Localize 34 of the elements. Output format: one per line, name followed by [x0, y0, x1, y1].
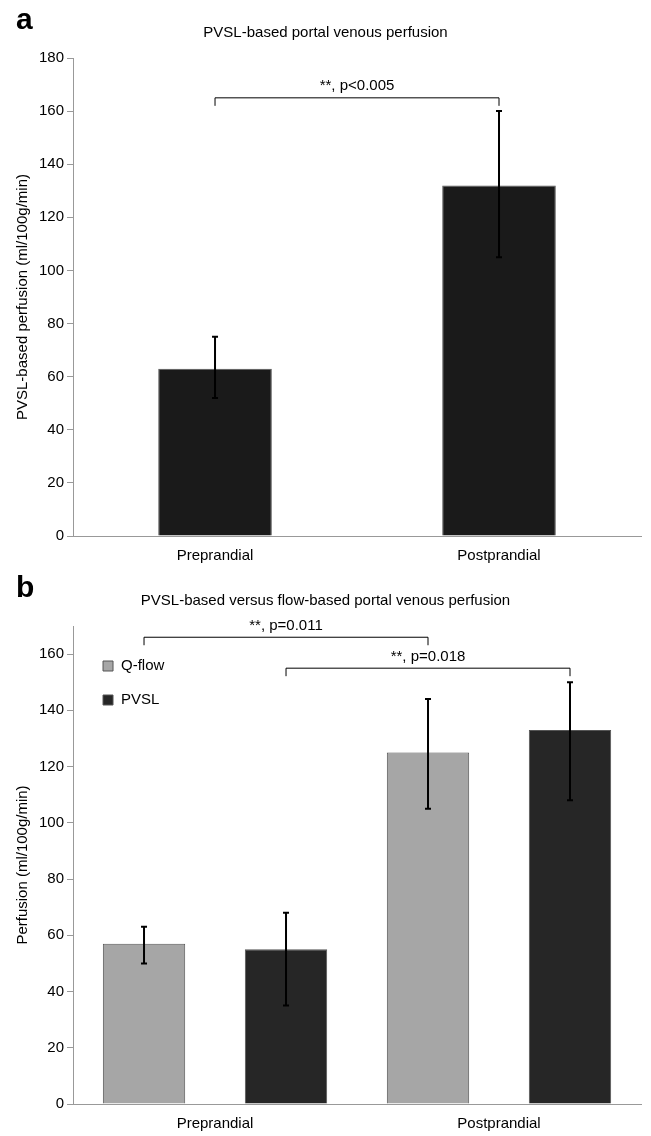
annotation: **, p<0.005	[319, 76, 395, 94]
y-tick-label: 140	[39, 700, 65, 718]
annotation: **, p=0.011	[249, 615, 323, 633]
chart-title: PVSL-based portal venous perfusion	[203, 23, 448, 41]
x-tick-label: Preprandial	[176, 546, 254, 564]
x-tick-label: Preprandial	[176, 1114, 254, 1132]
y-axis-title: PVSL-based perfusion (ml/100g/min)	[13, 174, 31, 420]
annotation: **, p=0.018	[390, 646, 466, 664]
y-tick-label: 20	[47, 1037, 65, 1055]
y-tick-label: 80	[47, 869, 65, 887]
text: a	[16, 2, 33, 36]
y-tick-label: 60	[47, 366, 65, 384]
y-tick-label: 0	[55, 526, 65, 544]
legend-label: Q-flow	[121, 656, 165, 674]
legend-label: PVSL	[121, 690, 160, 708]
y-tick-label: 160	[39, 101, 65, 119]
y-axis-title: Perfusion (ml/100g/min)	[13, 785, 31, 945]
x-tick-label: Postprandial	[457, 1114, 541, 1132]
y-tick-label: 140	[39, 154, 65, 172]
y-tick-label: 100	[39, 812, 65, 830]
y-tick-label: 180	[39, 48, 65, 66]
y-tick-label: 160	[39, 644, 65, 662]
y-tick-label: 0	[55, 1094, 65, 1112]
y-tick-label: 100	[39, 260, 65, 278]
y-tick-label: 40	[47, 419, 65, 437]
chart-title: PVSL-based versus flow-based portal venous perfusion	[140, 591, 511, 609]
text: b	[16, 570, 35, 604]
y-tick-label: 120	[39, 756, 65, 774]
y-tick-label: 20	[47, 473, 65, 491]
y-tick-label: 60	[47, 925, 65, 943]
y-tick-label: 80	[47, 313, 65, 331]
x-tick-label: Postprandial	[457, 546, 541, 564]
y-tick-label: 40	[47, 981, 65, 999]
y-tick-label: 120	[39, 207, 65, 225]
